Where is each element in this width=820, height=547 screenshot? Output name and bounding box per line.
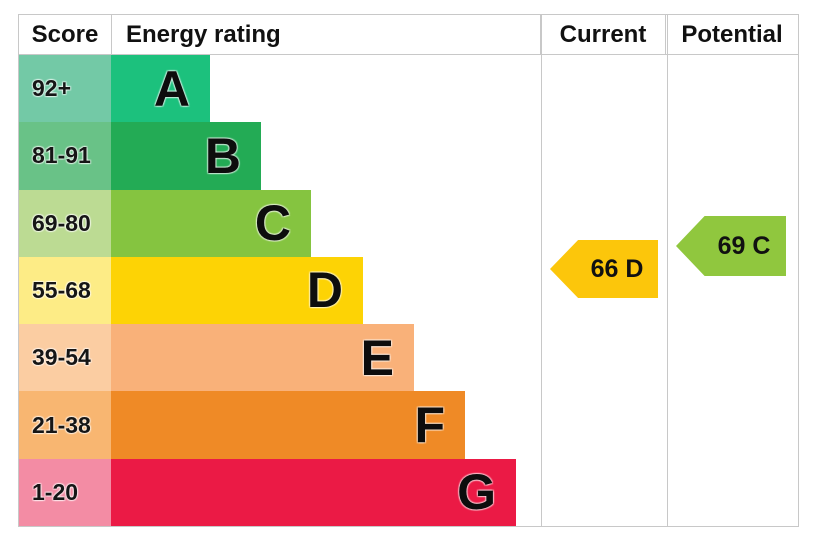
score-band-label: 1-20: [32, 478, 79, 505]
chart-header-row: Score Energy rating Current Potential: [19, 15, 798, 55]
score-band-cell: 69-80: [19, 189, 111, 257]
rating-row: 69-80 C: [19, 189, 541, 257]
rating-row: 92+ A: [19, 55, 541, 123]
score-band-label: 69-80: [32, 209, 91, 236]
rating-letter: B: [204, 127, 241, 184]
rating-row: 81-91 B: [19, 122, 541, 190]
header-potential: Potential: [665, 15, 798, 54]
rating-letter: A: [153, 60, 190, 117]
score-band-label: 92+: [32, 75, 72, 102]
rating-bar: B: [111, 122, 261, 190]
header-score: Score: [31, 21, 99, 48]
current-rating-arrow: 66 D: [550, 240, 658, 298]
rating-letter: G: [457, 464, 496, 521]
rating-bar: G: [111, 458, 516, 526]
score-band-cell: 92+: [19, 55, 111, 123]
header-energy-rating: Energy rating: [111, 15, 540, 54]
rating-row: 39-54 E: [19, 324, 541, 392]
rating-bar: D: [111, 256, 363, 325]
rating-bar: E: [111, 324, 414, 392]
header-current: Current: [540, 15, 665, 54]
score-band-label: 39-54: [32, 344, 91, 371]
column-divider-potential: [667, 15, 668, 526]
score-band-cell: 81-91: [19, 122, 111, 190]
rating-row: 55-68 D: [19, 256, 541, 325]
score-band-cell: 21-38: [19, 391, 111, 459]
column-divider-current: [541, 15, 542, 526]
score-band-cell: 55-68: [19, 256, 111, 325]
score-band-label: 81-91: [32, 142, 91, 169]
rating-letter: F: [414, 397, 445, 454]
potential-rating-arrow: 69 C: [676, 216, 786, 276]
rating-letter: E: [360, 329, 394, 386]
score-band-label: 21-38: [32, 411, 91, 438]
score-band-cell: 39-54: [19, 324, 111, 392]
rating-rows: 92+ A 81-91 B 69-80 C 55-68 D 39-54: [19, 55, 541, 526]
score-band-label: 55-68: [32, 276, 91, 303]
rating-letter: D: [306, 262, 343, 319]
rating-bar: A: [111, 55, 210, 123]
rating-row: 1-20 G: [19, 458, 541, 526]
rating-row: 21-38 F: [19, 391, 541, 459]
energy-rating-chart: Score Energy rating Current Potential 92…: [18, 14, 799, 527]
rating-bar: C: [111, 189, 311, 257]
rating-letter: C: [254, 195, 291, 252]
rating-bar: F: [111, 391, 465, 459]
score-band-cell: 1-20: [19, 458, 111, 526]
